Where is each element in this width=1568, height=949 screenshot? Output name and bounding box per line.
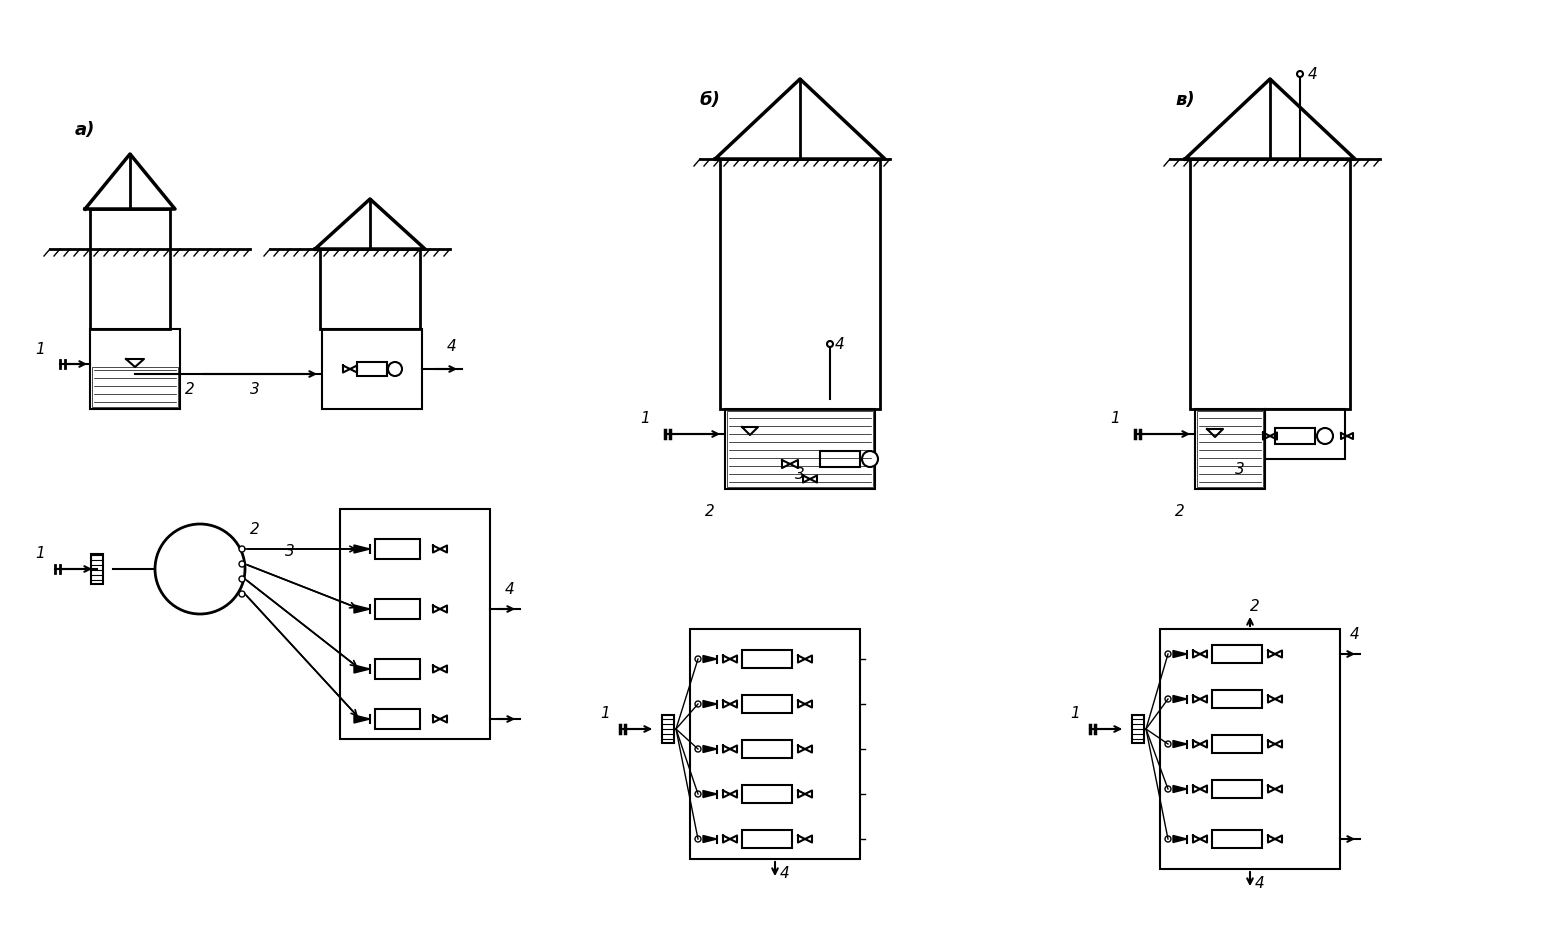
Polygon shape [1173,786,1187,792]
Bar [742,830,792,848]
Bar [375,539,420,559]
Text: 4: 4 [1308,66,1317,82]
Bar [1275,428,1316,444]
Text: 1: 1 [34,342,45,357]
Bar [321,329,422,409]
Polygon shape [354,665,370,673]
Polygon shape [354,715,370,723]
Bar [690,629,859,859]
Bar [1212,645,1262,663]
Polygon shape [1173,650,1187,658]
Circle shape [238,591,245,597]
Bar [1265,409,1345,459]
Bar [662,715,674,743]
Text: 2: 2 [706,504,715,519]
Text: а): а) [75,121,96,139]
Bar [358,362,387,376]
Bar [89,209,169,329]
Bar [742,740,792,758]
Bar [1160,629,1341,869]
Circle shape [238,576,245,582]
Text: 2: 2 [185,381,194,397]
Bar [375,599,420,619]
Text: 2: 2 [1176,504,1185,519]
Bar [1195,409,1265,489]
Bar [1212,690,1262,708]
Polygon shape [354,605,370,613]
Bar [820,451,859,467]
Text: 3: 3 [285,544,295,559]
Circle shape [695,701,701,707]
Text: 1: 1 [1110,411,1120,426]
Circle shape [826,341,833,347]
Text: в): в) [1174,91,1195,109]
Bar [1132,715,1145,743]
Text: 2: 2 [249,522,260,536]
Bar [89,329,180,409]
Text: 4: 4 [836,337,845,351]
Text: 3: 3 [795,467,804,481]
Text: 4: 4 [1350,627,1359,642]
Bar [724,409,875,489]
Circle shape [1165,696,1171,702]
Text: 4: 4 [1254,877,1265,891]
Polygon shape [354,545,370,553]
Circle shape [1165,651,1171,657]
Polygon shape [1173,740,1187,748]
Circle shape [695,656,701,662]
Circle shape [238,561,245,567]
Polygon shape [1173,696,1187,702]
Bar [320,249,420,329]
Bar [375,709,420,729]
Bar [742,785,792,803]
Polygon shape [702,791,717,797]
Text: 2: 2 [1250,599,1259,614]
Text: б): б) [699,91,721,109]
Bar [1190,159,1350,409]
Circle shape [1165,741,1171,747]
Bar [340,509,489,739]
Bar [720,159,880,409]
Circle shape [387,362,401,376]
Text: 1: 1 [640,411,649,426]
Bar [91,554,103,584]
Circle shape [238,546,245,552]
Polygon shape [1173,835,1187,843]
Circle shape [1165,786,1171,792]
Bar [1212,780,1262,798]
Bar [375,659,420,679]
Circle shape [695,746,701,752]
Bar [728,411,873,487]
Polygon shape [702,835,717,843]
Circle shape [862,451,878,467]
Bar [742,695,792,713]
Bar [93,367,179,407]
Circle shape [1297,71,1303,77]
Bar [1196,411,1262,487]
Circle shape [695,836,701,842]
Polygon shape [702,656,717,662]
Bar [1212,830,1262,848]
Bar [742,650,792,668]
Circle shape [695,791,701,797]
Text: 4: 4 [447,339,456,354]
Polygon shape [702,746,717,753]
Text: 4: 4 [505,582,514,597]
Circle shape [1165,836,1171,842]
Text: 1: 1 [34,546,45,561]
Text: 1: 1 [1069,706,1080,721]
Text: 3: 3 [1236,461,1245,476]
Text: 3: 3 [251,381,260,397]
Text: 4: 4 [779,866,790,882]
Bar [1212,735,1262,753]
Text: 1: 1 [601,706,610,721]
Circle shape [1317,428,1333,444]
Polygon shape [702,700,717,708]
